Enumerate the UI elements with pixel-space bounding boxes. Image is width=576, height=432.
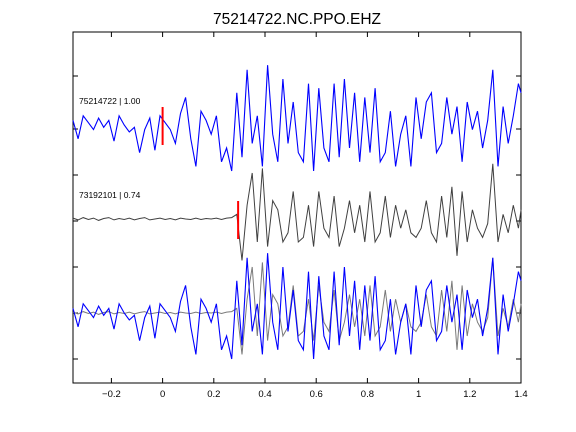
x-axis: −0.2 0 0.2 0.4 0.6 0.8 1 1.2 1.4 xyxy=(102,32,528,400)
x-tick-label: 0.2 xyxy=(207,389,220,400)
chart-title: 75214722.NC.PPO.EHZ xyxy=(213,11,381,28)
x-tick-label: 1 xyxy=(416,389,421,400)
x-tick-label: 1.2 xyxy=(463,389,476,400)
trace-label: 73192101 | 0.74 xyxy=(79,190,141,200)
x-tick-label: 0.8 xyxy=(361,389,374,400)
x-tick-label: 0.6 xyxy=(310,389,323,400)
x-tick-label: 0.4 xyxy=(258,389,271,400)
trace-group xyxy=(72,65,522,360)
axes-frame xyxy=(72,31,522,384)
overlay-trace-75214722 xyxy=(72,253,522,360)
x-tick-label: 0 xyxy=(160,389,165,400)
waveform-trace-73192101 xyxy=(72,163,522,261)
pick-markers xyxy=(161,107,240,239)
trace-labels: 75214722 | 1.00 73192101 | 0.74 xyxy=(79,96,141,200)
waveform-trace-75214722 xyxy=(72,65,522,172)
trace-label: 75214722 | 1.00 xyxy=(79,96,141,106)
x-tick-label: −0.2 xyxy=(102,389,121,400)
x-tick-label: 1.4 xyxy=(514,389,527,400)
